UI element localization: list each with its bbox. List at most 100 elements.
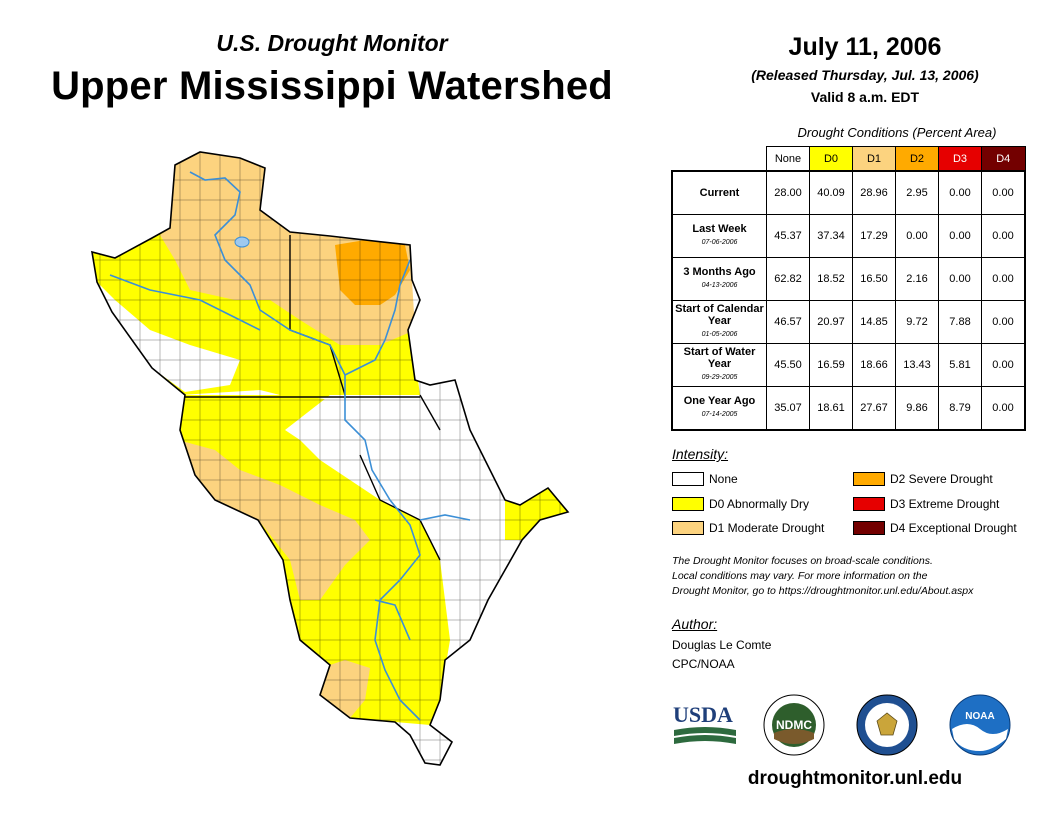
col-header-d3: D3 [938,146,982,172]
d2-region [335,240,410,305]
table-cell: 0.00 [981,257,1026,301]
table-cell: 0.00 [981,343,1026,387]
table-cell: 62.82 [766,257,810,301]
drought-map [91,151,570,766]
none-west [97,282,240,392]
legend-swatch [853,497,885,511]
table-corner [672,147,767,172]
table-row: One Year Ago 07-14-2005 35.07 18.61 27.67… [671,386,1026,431]
website-link[interactable]: droughtmonitor.unl.edu [747,768,963,789]
table-cell: 9.72 [895,300,939,344]
table-cell: 45.37 [766,214,810,258]
legend-swatch [672,521,704,535]
note-line: Local conditions may vary. For more info… [672,570,928,582]
table-cell: 0.00 [895,214,939,258]
legend-item-d2: D2 Severe Drought [853,472,993,486]
table-cell: 13.43 [895,343,939,387]
note-line: Drought Monitor, go to https://droughtmo… [672,585,974,597]
table-cell: 2.95 [895,170,939,215]
table-cell: 5.81 [938,343,982,387]
table-cell: 18.61 [809,386,853,431]
table-cell: 18.52 [809,257,853,301]
table-cell: 8.79 [938,386,982,431]
eagle-seal-icon [876,712,898,736]
table-cell: 17.29 [852,214,896,258]
legend-label: D2 Severe Drought [890,472,993,486]
table-row: Last Week 07-06-2006 45.37 37.34 17.29 0.… [671,214,1026,258]
legend-swatch [853,521,885,535]
table-cell: 27.67 [852,386,896,431]
map-date: July 11, 2006 [788,33,942,61]
row-label: Current [671,170,767,215]
table-cell: 0.00 [981,386,1026,431]
svg-text:NOAA: NOAA [965,711,994,722]
commerce-seal-logo [856,694,918,756]
legend-label: D4 Exceptional Drought [890,521,1017,535]
table-cell: 40.09 [809,170,853,215]
legend-item-none: None [672,472,738,486]
legend-label: None [709,472,738,486]
noaa-logo: NOAA [949,694,1011,756]
table-cell: 0.00 [981,170,1026,215]
release-date: (Released Thursday, Jul. 13, 2006) [751,67,979,83]
table-caption: Drought Conditions (Percent Area) [797,125,997,140]
table-row: Current 28.00 40.09 28.96 2.95 0.00 0.00 [671,170,1026,215]
col-header-d0: D0 [809,146,853,172]
map-subtitle: U.S. Drought Monitor [216,30,448,56]
disclaimer-note: The Drought Monitor focuses on broad-sca… [672,554,1052,599]
table-cell: 28.00 [766,170,810,215]
table-cell: 28.96 [852,170,896,215]
table-cell: 9.86 [895,386,939,431]
table-cell: 16.59 [809,343,853,387]
table-cell: 0.00 [938,170,982,215]
row-label: 3 Months Ago 04-13-2006 [671,257,767,301]
row-label: One Year Ago 07-14-2005 [671,386,767,431]
table-cell: 0.00 [938,257,982,301]
table-cell: 2.16 [895,257,939,301]
legend-item-d1: D1 Moderate Drought [672,521,824,535]
valid-time: Valid 8 a.m. EDT [810,89,920,105]
table-cell: 20.97 [809,300,853,344]
table-cell: 0.00 [981,214,1026,258]
table-row: Start of Calendar Year 01-05-2006 46.57 2… [671,300,1026,344]
note-line: The Drought Monitor focuses on broad-sca… [672,555,933,567]
col-header-d2: D2 [895,146,939,172]
lake [234,236,250,248]
drought-conditions-table: None D0 D1 D2 D3 D4 Current 28.00 40.09 … [671,146,1026,431]
col-header-none: None [766,146,810,172]
usda-logo: USDA [673,702,736,744]
author-title: Author: [672,616,718,632]
row-label: Last Week 07-06-2006 [671,214,767,258]
table-cell: 18.66 [852,343,896,387]
table-row: 3 Months Ago 04-13-2006 62.82 18.52 16.50… [671,257,1026,301]
legend-swatch [672,497,704,511]
table-cell: 14.85 [852,300,896,344]
col-header-d4: D4 [981,146,1026,172]
author-name: Douglas Le Comte [672,638,772,652]
legend-label: D0 Abnormally Dry [709,497,810,511]
map-title: Upper Mississippi Watershed [51,64,613,108]
table-cell: 35.07 [766,386,810,431]
col-header-d1: D1 [852,146,896,172]
rivers [109,171,471,721]
table-cell: 45.50 [766,343,810,387]
d1-region-south [320,660,370,718]
ndmc-logo: NDMC [763,694,825,756]
legend-title: Intensity: [672,446,729,462]
svg-text:USDA: USDA [673,702,733,727]
table-cell: 0.00 [981,300,1026,344]
legend-swatch [853,472,885,486]
table-cell: 46.57 [766,300,810,344]
watershed-outline [91,151,570,766]
row-label: Start of Calendar Year 01-05-2006 [671,300,767,344]
d0-region-east [505,488,568,540]
table-row: Start of Water Year 09-29-2005 45.50 16.5… [671,343,1026,387]
legend-item-d0: D0 Abnormally Dry [672,497,809,511]
legend-label: D1 Moderate Drought [709,521,825,535]
svg-text:NDMC: NDMC [776,718,812,732]
table-cell: 0.00 [938,214,982,258]
row-label: Start of Water Year 09-29-2005 [671,343,767,387]
author-org: CPC/NOAA [672,657,735,671]
legend-item-d4: D4 Exceptional Drought [853,521,1017,535]
table-cell: 7.88 [938,300,982,344]
